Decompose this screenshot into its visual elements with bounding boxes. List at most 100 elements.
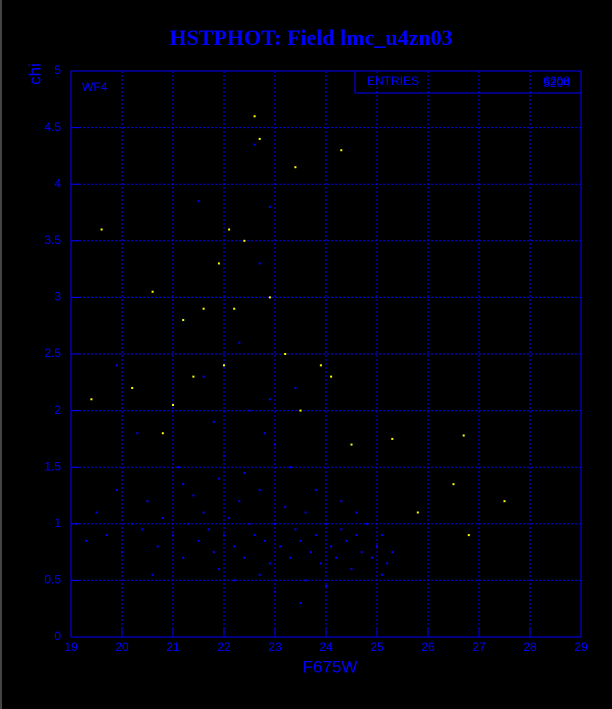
point	[274, 522, 276, 525]
point	[376, 545, 378, 548]
point	[223, 534, 225, 537]
point	[161, 517, 164, 520]
point	[274, 443, 276, 446]
point	[279, 545, 282, 548]
point	[340, 149, 343, 152]
point	[182, 556, 185, 559]
x-tick-label: 27	[472, 640, 486, 654]
point	[467, 534, 470, 537]
x-axis-label: F675W	[303, 657, 358, 676]
point	[243, 471, 246, 474]
point	[202, 307, 205, 310]
point	[304, 579, 307, 582]
point	[370, 556, 373, 559]
point	[141, 528, 144, 531]
point	[253, 143, 256, 146]
point	[340, 528, 343, 531]
point	[294, 386, 297, 389]
point	[340, 500, 343, 503]
point	[335, 556, 338, 559]
y-tick-label: 5	[54, 63, 61, 77]
y-axis-label: chi	[25, 63, 44, 85]
y-tick-label: 1.5	[44, 459, 61, 473]
y-tick-label: 2.5	[44, 346, 61, 360]
point	[156, 545, 159, 548]
point	[192, 494, 195, 497]
point	[212, 551, 215, 554]
point	[172, 403, 174, 406]
y-tick-label: 4.5	[44, 120, 61, 134]
point	[416, 511, 419, 514]
point	[325, 585, 327, 588]
point	[131, 522, 134, 525]
point	[319, 364, 322, 367]
point	[360, 551, 363, 554]
y-tick-label: 4	[54, 176, 61, 190]
x-tick-label: 24	[319, 640, 333, 654]
x-tick-label: 21	[166, 640, 180, 654]
point	[319, 562, 322, 565]
point	[294, 528, 297, 531]
point	[223, 454, 225, 457]
point	[355, 534, 358, 537]
point	[151, 290, 154, 293]
point	[263, 432, 266, 435]
point	[268, 296, 271, 299]
point	[172, 534, 174, 537]
point	[299, 409, 302, 412]
point	[100, 228, 103, 231]
point	[253, 115, 256, 118]
x-tick-label: 22	[217, 640, 231, 654]
point	[268, 205, 271, 208]
point	[243, 239, 246, 242]
x-tick-label: 19	[64, 640, 78, 654]
point	[197, 539, 200, 542]
point	[284, 505, 287, 508]
point	[284, 353, 287, 355]
point	[192, 375, 195, 378]
point	[121, 551, 123, 554]
point	[228, 228, 231, 231]
point	[381, 534, 384, 537]
point	[95, 511, 98, 514]
point	[151, 573, 154, 576]
point	[258, 573, 261, 576]
x-tick-label: 26	[421, 640, 435, 654]
point	[355, 511, 358, 514]
point	[182, 483, 185, 486]
point	[294, 166, 297, 169]
point	[233, 307, 236, 310]
point	[345, 539, 348, 542]
point	[233, 545, 236, 548]
y-tick-label: 3.5	[44, 233, 61, 247]
point	[85, 539, 88, 542]
point	[90, 398, 93, 401]
x-tick-label: 29	[574, 640, 588, 654]
point	[197, 200, 200, 203]
point	[309, 551, 312, 554]
point	[381, 573, 384, 576]
point	[452, 483, 455, 486]
point	[299, 539, 302, 542]
point	[115, 488, 118, 491]
point	[248, 409, 251, 412]
point	[299, 602, 302, 605]
point	[258, 488, 261, 491]
point	[177, 466, 180, 469]
point	[248, 522, 251, 525]
point	[391, 551, 394, 554]
point	[115, 364, 118, 367]
point	[217, 262, 220, 265]
point	[289, 556, 292, 559]
point	[136, 432, 139, 435]
point	[268, 562, 271, 565]
point	[365, 522, 368, 525]
x-tick-label: 23	[268, 640, 282, 654]
point	[330, 545, 333, 548]
x-tick-label: 25	[370, 640, 384, 654]
point	[238, 500, 241, 503]
point	[274, 590, 276, 593]
point	[350, 443, 353, 446]
stats-value: 5204	[543, 76, 570, 90]
